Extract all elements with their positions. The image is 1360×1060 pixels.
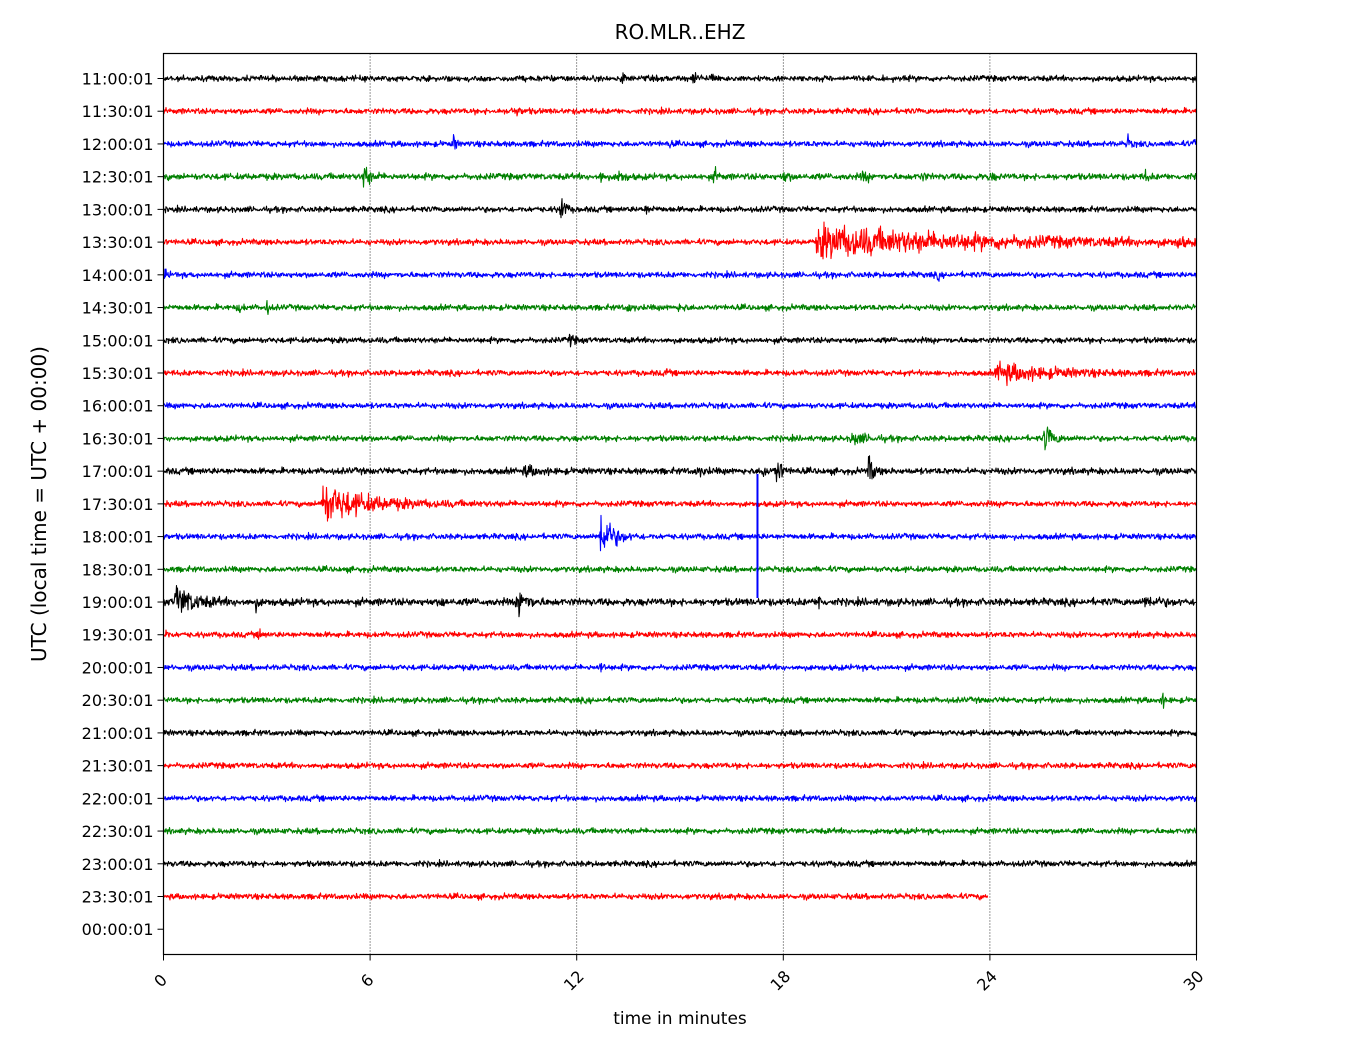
x-tick-label: 30 bbox=[1180, 967, 1208, 995]
trace-11-00-01 bbox=[163, 72, 1198, 84]
trace-17-00-01 bbox=[163, 455, 1197, 483]
y-tick-label: 17:30:01 bbox=[82, 495, 154, 514]
trace-18-00-01 bbox=[162, 514, 1198, 552]
y-tick-label: 11:00:01 bbox=[82, 70, 154, 89]
x-tick-label: 12 bbox=[560, 967, 588, 995]
trace-18-30-01 bbox=[163, 565, 1197, 574]
y-tick-label: 00:00:01 bbox=[82, 920, 154, 939]
x-axis-ticks: 0 6 12 18 24 30 bbox=[150, 954, 1208, 995]
y-tick-label: 18:30:01 bbox=[82, 560, 154, 579]
y-tick-label: 13:30:01 bbox=[82, 233, 154, 252]
trace-11-30-01 bbox=[162, 106, 1198, 117]
y-tick-label: 20:00:01 bbox=[82, 658, 154, 677]
trace-14-00-01 bbox=[162, 268, 1198, 282]
trace-14-30-01 bbox=[162, 299, 1197, 316]
trace-19-30-01 bbox=[163, 628, 1197, 640]
y-tick-label: 22:30:01 bbox=[82, 822, 154, 841]
y-tick-label: 19:30:01 bbox=[82, 626, 154, 645]
trace-16-30-01 bbox=[163, 426, 1198, 451]
y-tick-label: 15:30:01 bbox=[82, 364, 154, 383]
trace-19-00-01 bbox=[162, 584, 1197, 618]
trace-13-00-01 bbox=[162, 198, 1198, 219]
y-tick-label: 23:00:01 bbox=[82, 855, 154, 874]
y-tick-label: 16:00:01 bbox=[82, 397, 154, 416]
trace-22-30-01 bbox=[163, 826, 1197, 836]
y-axis-ticks: 11:00:01 11:30:01 12:00:01 12:30:01 13:00:01… bbox=[82, 70, 164, 939]
trace-21-00-01 bbox=[162, 728, 1197, 738]
y-tick-label: 21:30:01 bbox=[82, 757, 154, 776]
trace-22-00-01 bbox=[163, 793, 1198, 803]
y-axis-label: UTC (local time = UTC + 00:00) bbox=[27, 346, 51, 662]
trace-15-30-01 bbox=[163, 360, 1197, 387]
trace-13-30-01 bbox=[163, 221, 1198, 260]
seismogram-traces bbox=[162, 72, 1198, 901]
y-tick-label: 23:30:01 bbox=[82, 888, 154, 907]
trace-17-30-01 bbox=[162, 485, 1197, 522]
trace-23-30-01 bbox=[163, 892, 989, 901]
y-tick-label: 18:00:01 bbox=[82, 528, 154, 547]
x-tick-label: 24 bbox=[973, 967, 1001, 995]
y-tick-label: 19:00:01 bbox=[82, 593, 154, 612]
y-tick-label: 13:00:01 bbox=[82, 200, 154, 219]
y-tick-label: 22:00:01 bbox=[82, 789, 154, 808]
y-tick-label: 17:00:01 bbox=[82, 462, 154, 481]
y-tick-label: 11:30:01 bbox=[82, 102, 154, 121]
y-tick-label: 12:00:01 bbox=[82, 135, 154, 154]
trace-20-00-01 bbox=[163, 662, 1197, 673]
y-tick-label: 14:30:01 bbox=[82, 299, 154, 318]
y-tick-label: 20:30:01 bbox=[82, 691, 154, 710]
y-tick-label: 15:00:01 bbox=[82, 331, 154, 350]
x-tick-label: 18 bbox=[766, 967, 794, 995]
trace-12-30-01 bbox=[163, 165, 1197, 188]
trace-12-00-01 bbox=[163, 133, 1198, 150]
y-tick-label: 12:30:01 bbox=[82, 168, 154, 187]
y-tick-label: 14:00:01 bbox=[82, 266, 154, 285]
trace-23-00-01 bbox=[162, 859, 1198, 869]
trace-20-30-01 bbox=[162, 692, 1198, 709]
y-tick-label: 21:00:01 bbox=[82, 724, 154, 743]
trace-16-00-01 bbox=[163, 401, 1198, 411]
x-tick-label: 6 bbox=[357, 970, 378, 991]
x-tick-label: 0 bbox=[150, 970, 171, 991]
trace-15-00-01 bbox=[162, 333, 1198, 348]
y-tick-label: 16:30:01 bbox=[82, 429, 154, 448]
x-axis-label: time in minutes bbox=[613, 1009, 747, 1029]
chart-title: RO.MLR..EHZ bbox=[615, 20, 746, 44]
trace-21-30-01 bbox=[163, 760, 1198, 771]
